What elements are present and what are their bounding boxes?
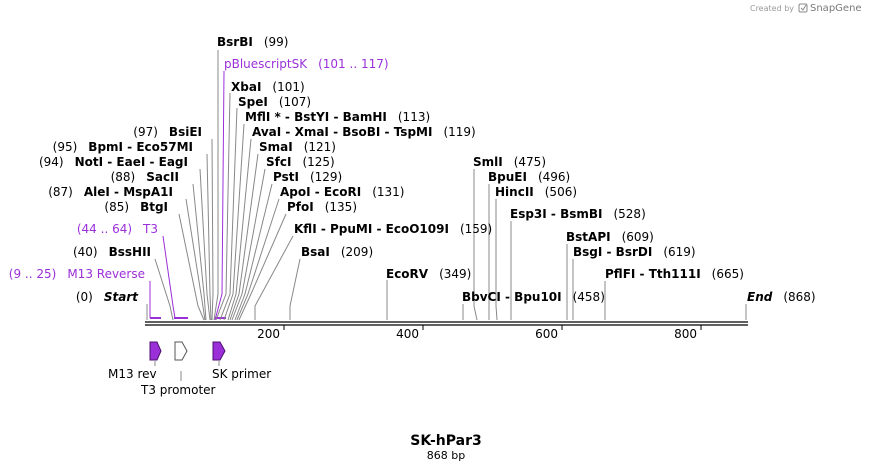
feature-name-label: T3 promoter [140,383,216,397]
tick-label: 200 [257,327,280,341]
feature-label: pBluescriptSK (101 .. 117) [224,57,389,71]
site-label: (97) BsiEI [133,125,202,139]
site-label: (85) BtgI [104,200,168,214]
site-label: MflI * - BstYI - BamHI (113) [245,110,430,124]
site-label: SmlI (475) [473,155,546,169]
leader-line [227,138,252,321]
site-label: XbaI (101) [231,80,305,94]
feature-label: (9 .. 25) M13 Reverse [9,267,145,281]
leader-line [206,153,212,321]
leader-line [214,70,225,321]
feature-arrows: M13 rev T3 promoter SK primer [108,341,271,397]
leader-line [229,153,259,321]
site-label: AvaI - XmaI - BsoBI - TspMI (119) [252,125,476,139]
site-label: HincII (506) [495,185,577,199]
tick-label: 800 [674,327,697,341]
site-label: BsrBI (99) [217,35,288,49]
site-label: ApoI - EcoRI (131) [280,185,404,199]
leader-line [219,107,238,321]
site-label: (94) NotI - EaeI - EagI [39,155,188,169]
leader-line [231,168,266,321]
site-label: PflFI - Tth111I (665) [605,267,744,281]
site-label: SpeI (107) [238,95,311,109]
t3-promoter-arrow-icon [174,341,188,361]
site-label: PstI (129) [273,170,342,184]
feature-name-label: M13 rev [108,367,157,381]
site-label: (95) BpmI - Eco57MI [53,140,193,154]
leader-line [254,235,294,320]
plasmid-title: SK-hPar3 [410,433,481,449]
leader-line [178,213,205,321]
plasmid-size: 868 bp [427,449,465,462]
leader-line [162,235,176,319]
m13-rev-arrow-icon [149,341,162,361]
leader-line [215,92,231,321]
site-label: (40) BssHII [73,245,151,259]
tick-label: 600 [535,327,558,341]
site-label: BpuEI (496) [488,170,570,184]
scale-axis: 200 400 600 800 [257,325,702,341]
snapgene-credit: Created by SnapGene [750,3,862,14]
site-label: EcoRV (349) [386,267,471,281]
site-labels: BsrBI (99) pBluescriptSK (101 .. 117) XbaI… [9,35,816,304]
site-label: BsaI (209) [301,245,373,259]
site-label: BsgI - BsrDI (619) [573,245,696,259]
site-label: (88) SacII [111,170,179,184]
site-label: KflI - PpuMI - EcoO109I (159) [294,222,492,236]
leader-lines [146,50,747,321]
snapgene-check-icon [800,4,807,11]
backbone [145,321,748,326]
leader-line [289,258,301,320]
leader-line [154,258,174,321]
leader-line [213,50,219,321]
leader-line [234,183,273,321]
leader-line [495,199,498,321]
site-label: (87) AleI - MspA1I [48,185,173,199]
feature-name-label: SK primer [212,367,271,381]
leader-line [192,183,207,321]
sk-primer-arrow-icon [212,341,226,361]
site-label: Esp3I - BsmBI (528) [510,207,646,221]
site-label: PfoI (135) [287,200,357,214]
leader-line [223,123,245,321]
leader-line [473,169,478,321]
leader-line [238,213,287,321]
feature-label: (44 .. 64) T3 [77,222,158,236]
site-label: BbvCI - Bpu10I (458) [462,290,605,304]
leader-line [199,168,211,321]
site-label: BstAPI (609) [566,230,654,244]
site-label: SfcI (125) [266,155,335,169]
site-label: SmaI (121) [259,140,336,154]
end-label: End (868) [747,290,816,304]
start-label: (0) Start [76,290,139,304]
brand-name: SnapGene [810,3,862,14]
leader-line [185,198,206,321]
credit-text: Created by [750,4,794,13]
snapgene-logo-icon [798,3,808,13]
leader-line [211,138,214,321]
tick-label: 400 [396,327,419,341]
leader-line [236,198,280,321]
